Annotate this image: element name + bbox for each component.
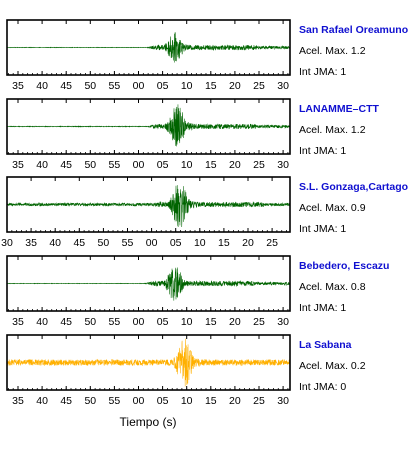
x-tick-label: 05 (170, 237, 182, 249)
x-tick-label: 10 (194, 237, 206, 249)
x-tick-label: 05 (157, 159, 169, 171)
intensity-label: Int JMA: 1 (299, 302, 346, 314)
x-tick-label: 20 (229, 395, 241, 407)
x-tick-label: 20 (229, 159, 241, 171)
x-tick-label: 45 (73, 237, 85, 249)
x-tick-label: 50 (84, 80, 96, 92)
x-tick-label: 40 (49, 237, 61, 249)
x-tick-label: 45 (60, 80, 72, 92)
x-tick-label: 55 (122, 237, 134, 249)
x-tick-label: 00 (146, 237, 158, 249)
x-tick-label: 30 (277, 316, 289, 328)
x-tick-label: 00 (133, 159, 145, 171)
accel-label: Acel. Max. 0.9 (299, 202, 366, 214)
station-panel: 35 40 45 50 55 00 05 10 15 20 25 30 Bebedero, Escazu… (6, 255, 389, 328)
x-tick-label: 40 (36, 316, 48, 328)
x-tick-label: 45 (60, 316, 72, 328)
accel-label: Acel. Max. 1.2 (299, 45, 366, 57)
accel-label: Acel. Max. 0.8 (299, 281, 366, 293)
station-panel: 35 40 45 50 55 00 05 10 15 20 25 30 LANAMME–CTT Acel.… (6, 98, 379, 171)
x-tick-label: 00 (133, 80, 145, 92)
station-name: San Rafael Oreamuno (299, 24, 408, 36)
x-tick-label: 00 (133, 316, 145, 328)
station-name: S.L. Gonzaga,Cartago (299, 181, 408, 193)
x-tick-label: 10 (181, 395, 193, 407)
x-tick-label: 05 (157, 316, 169, 328)
x-tick-label: 10 (181, 159, 193, 171)
x-tick-label: 25 (253, 316, 265, 328)
x-tick-label: 25 (253, 159, 265, 171)
x-tick-label: 50 (98, 237, 110, 249)
waveform-trace (7, 338, 290, 387)
x-tick-label: 25 (266, 237, 278, 249)
x-tick-label: 15 (205, 395, 217, 407)
x-tick-label: 20 (242, 237, 254, 249)
waveform-trace (7, 267, 290, 301)
accel-label: Acel. Max. 1.2 (299, 124, 366, 136)
x-tick-label: 10 (181, 316, 193, 328)
x-tick-label: 35 (25, 237, 37, 249)
waveform-trace (7, 32, 290, 63)
x-tick-label: 35 (12, 316, 24, 328)
waveform-trace (7, 104, 290, 147)
x-tick-label: 20 (229, 316, 241, 328)
x-tick-label: 50 (84, 395, 96, 407)
x-tick-label: 50 (84, 159, 96, 171)
x-tick-label: 40 (36, 80, 48, 92)
x-tick-label: 25 (253, 395, 265, 407)
x-tick-label: 10 (181, 80, 193, 92)
station-panel: 30 35 40 45 50 55 00 05 10 15 20 25 S.L. Gonzaga,Car… (1, 176, 408, 249)
x-tick-label: 55 (109, 80, 121, 92)
x-tick-label: 55 (109, 395, 121, 407)
seismogram-panels: 35 40 45 50 55 00 05 10 15 20 25 30 San Rafael Oream… (1, 19, 408, 407)
x-tick-label: 30 (1, 237, 13, 249)
station-name: LANAMME–CTT (299, 103, 379, 115)
x-tick-label: 40 (36, 395, 48, 407)
x-tick-label: 15 (205, 316, 217, 328)
intensity-label: Int JMA: 1 (299, 145, 346, 157)
x-tick-label: 30 (277, 80, 289, 92)
x-tick-label: 55 (109, 159, 121, 171)
x-tick-label: 30 (277, 159, 289, 171)
x-tick-label: 45 (60, 395, 72, 407)
x-axis-title: Tiempo (s) (120, 415, 177, 429)
intensity-label: Int JMA: 1 (299, 223, 346, 235)
waveform-trace (7, 185, 290, 227)
x-tick-label: 40 (36, 159, 48, 171)
x-tick-label: 15 (205, 80, 217, 92)
x-tick-label: 55 (109, 316, 121, 328)
x-tick-label: 15 (218, 237, 230, 249)
x-tick-label: 45 (60, 159, 72, 171)
x-tick-label: 50 (84, 316, 96, 328)
x-tick-label: 25 (253, 80, 265, 92)
x-tick-label: 35 (12, 159, 24, 171)
x-tick-label: 00 (133, 395, 145, 407)
station-panel: 35 40 45 50 55 00 05 10 15 20 25 30 La Sabana Acel. M… (6, 334, 366, 407)
x-tick-label: 05 (157, 395, 169, 407)
station-name: La Sabana (299, 339, 352, 351)
panel-frame (6, 176, 291, 233)
station-panel: 35 40 45 50 55 00 05 10 15 20 25 30 San Rafael Oream… (6, 19, 408, 92)
x-tick-label: 35 (12, 80, 24, 92)
station-name: Bebedero, Escazu (299, 260, 389, 272)
x-tick-label: 20 (229, 80, 241, 92)
x-tick-label: 35 (12, 395, 24, 407)
x-tick-label: 30 (277, 395, 289, 407)
intensity-label: Int JMA: 1 (299, 66, 346, 78)
x-tick-label: 05 (157, 80, 169, 92)
accel-label: Acel. Max. 0.2 (299, 360, 366, 372)
x-tick-label: 15 (205, 159, 217, 171)
intensity-label: Int JMA: 0 (299, 381, 346, 393)
